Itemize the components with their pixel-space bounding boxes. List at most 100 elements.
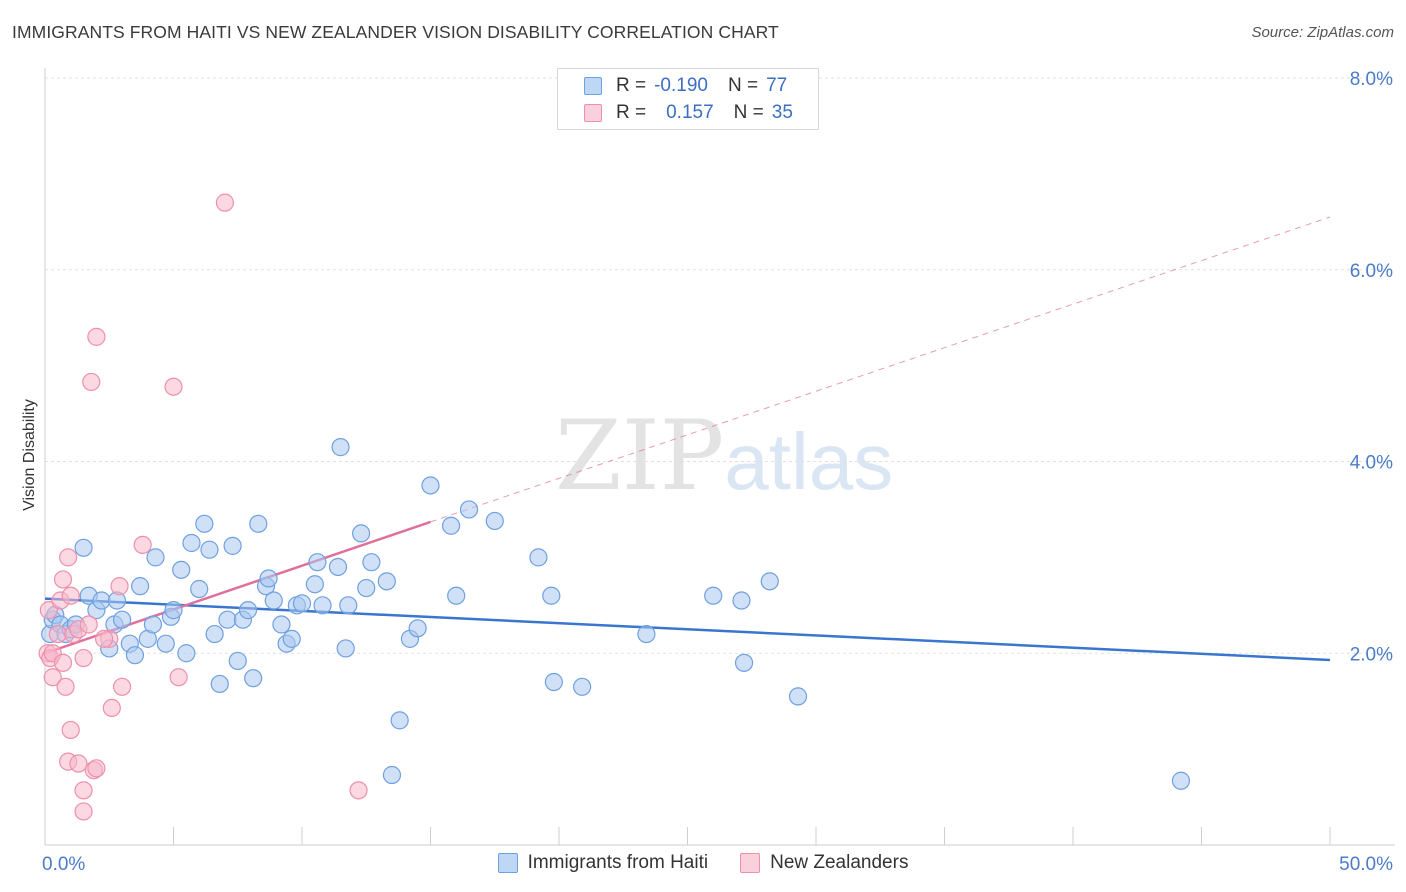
point-haiti [223, 536, 242, 555]
point-nz [74, 648, 93, 668]
point-haiti [704, 586, 723, 605]
point-haiti [305, 575, 324, 594]
point-haiti [238, 601, 258, 620]
legend-swatch-nz [740, 853, 761, 873]
point-haiti [362, 553, 381, 572]
point-nz [87, 759, 106, 778]
watermark: ZIPatlas [555, 400, 893, 512]
point-haiti [249, 514, 268, 533]
point-haiti [377, 572, 396, 591]
point-nz [48, 624, 67, 644]
point-haiti [328, 557, 348, 577]
y-tick-label: 4.0% [1350, 453, 1393, 474]
n-label: N = [733, 102, 764, 123]
point-nz [82, 372, 101, 392]
x-tick-label-min: 0.0% [42, 854, 85, 875]
point-nz [79, 615, 98, 634]
point-haiti [1171, 771, 1191, 790]
point-haiti [177, 644, 196, 663]
point-haiti [264, 591, 283, 610]
data-points [38, 193, 1191, 821]
point-haiti [542, 586, 561, 605]
point-haiti [172, 560, 191, 579]
tick-labels: 2.0% 4.0% 6.0% 8.0% 0.0% 50.0% [42, 69, 1393, 875]
point-nz [74, 781, 93, 800]
point-nz [61, 586, 80, 605]
point-nz [69, 754, 88, 773]
point-haiti [357, 578, 376, 598]
point-haiti [459, 500, 479, 519]
trend-line-haiti [44, 597, 1331, 662]
point-nz [56, 677, 75, 696]
n-label: N = [727, 75, 759, 96]
point-nz [95, 629, 114, 648]
point-haiti [421, 476, 440, 495]
point-haiti [92, 591, 111, 610]
point-nz [59, 548, 78, 567]
point-haiti [529, 548, 548, 567]
source-label: Source: ZipAtlas.com [1251, 24, 1394, 41]
point-haiti [190, 579, 209, 599]
point-haiti [331, 438, 350, 457]
watermark-zip: ZIP [555, 400, 725, 512]
point-haiti [308, 553, 327, 572]
point-nz [133, 535, 152, 555]
trend-extension-nz [430, 216, 1331, 523]
point-haiti [292, 594, 312, 613]
axes [44, 68, 1395, 846]
point-haiti [272, 615, 291, 634]
y-tick-label: 6.0% [1350, 261, 1393, 282]
legend-label-haiti: Immigrants from Haiti [527, 852, 709, 873]
point-haiti [336, 639, 355, 658]
point-haiti [544, 672, 563, 692]
point-haiti [146, 548, 165, 567]
y-axis-label: Vision Disability [21, 399, 38, 511]
point-haiti [130, 577, 150, 596]
point-nz [43, 668, 62, 687]
point-haiti [573, 677, 592, 696]
point-nz [87, 327, 106, 346]
legend-item-haiti[interactable]: Immigrants from Haiti [497, 852, 709, 874]
point-haiti [441, 516, 461, 535]
point-nz [53, 570, 73, 589]
point-nz [215, 193, 234, 212]
x-tick-label-max: 50.0% [1339, 854, 1393, 875]
chart-title: IMMIGRANTS FROM HAITI VS NEW ZEALANDER V… [12, 22, 779, 42]
point-haiti [732, 591, 751, 610]
point-haiti [447, 586, 466, 605]
stats-row-haiti: R = -0.190 N = 77 [584, 73, 787, 99]
legend-swatch-haiti [497, 853, 518, 873]
trend-lines [44, 216, 1331, 662]
point-haiti [760, 572, 779, 591]
point-haiti [143, 615, 163, 634]
point-haiti [339, 596, 358, 615]
point-haiti [218, 610, 237, 629]
point-haiti [112, 610, 132, 629]
point-haiti [352, 524, 371, 543]
n-value-nz: 35 [771, 102, 793, 123]
point-haiti [244, 669, 263, 688]
point-haiti [182, 533, 201, 553]
point-haiti [382, 765, 402, 785]
point-haiti [210, 674, 229, 694]
point-haiti [313, 596, 332, 615]
point-haiti [200, 540, 219, 559]
point-haiti [195, 514, 214, 533]
stats-legend: R = -0.190 N = 77 R = 0.157 N = 35 [557, 68, 819, 130]
point-nz [61, 720, 80, 740]
point-nz [110, 577, 129, 596]
point-nz [74, 802, 93, 821]
point-haiti [74, 538, 93, 557]
point-haiti [734, 653, 754, 672]
point-haiti [788, 687, 808, 706]
point-nz [53, 653, 73, 672]
stats-swatch-nz [584, 104, 602, 122]
r-value-haiti: -0.190 [654, 75, 708, 96]
point-haiti [390, 711, 409, 730]
legend-item-nz[interactable]: New Zealanders [740, 852, 908, 874]
point-nz [112, 677, 132, 696]
stats-row-nz: R = 0.157 N = 35 [584, 100, 793, 126]
r-value-nz: 0.157 [666, 102, 714, 123]
point-nz [102, 698, 121, 717]
point-haiti [485, 511, 504, 531]
